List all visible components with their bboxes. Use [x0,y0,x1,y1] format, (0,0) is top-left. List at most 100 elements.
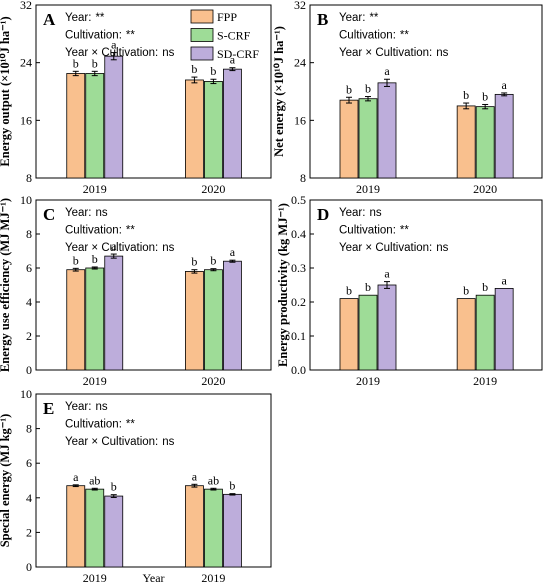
significance-letter: b [346,82,352,96]
plot-frame [35,4,272,179]
significance-letter: b [92,56,98,70]
significance-letter: b [111,480,117,494]
bar-sd-crf-2020 [223,68,242,179]
y-axis-label: Energy use efficiency (MJ MJ⁻¹) [0,198,12,372]
y-tick-label: 6 [26,261,32,275]
stat-value: ** [400,30,409,42]
bar-sd-crf-2019 [223,493,242,568]
significance-letter: b [482,89,488,103]
y-tick-label: 16 [20,113,32,127]
x-tick-label: 2019 [356,374,380,388]
stat-value: ** [369,12,378,24]
stat-label: Year: [339,207,365,219]
x-tick-label: 2020 [201,374,225,388]
legend-swatch-fpp [190,9,214,24]
y-tick-label: 10 [20,193,32,207]
stat-line: Year: ns [65,207,108,219]
bar-s-crf-2019 [358,98,378,179]
plot-frame [35,199,272,371]
legend-label: FPP [217,10,237,24]
x-tick-label: 2019 [83,182,107,196]
stat-label: Year: [65,12,91,24]
y-axis-label: Special energy (MJ kg⁻¹) [0,414,12,548]
stat-value: ** [95,12,104,24]
stat-value: ns [436,242,448,254]
legend-label: S-CRF [217,29,251,43]
plot-frame [35,393,272,568]
stat-line: Year × Cultivation: ns [339,47,449,59]
stat-value: ** [126,225,135,237]
bar-sd-crf-2019 [377,82,397,179]
significance-letter: b [365,280,371,294]
panel-a: 8 16 24 32 Energy output (×10¹⁰J ha⁻¹) A Year:… [0,0,272,196]
significance-letter: a [230,245,236,259]
legend-swatch-sd-crf [190,46,214,61]
legend-swatch-s-crf [190,28,214,42]
stat-value: ** [126,30,135,42]
legend-label: SD-CRF [217,47,259,61]
panel-letter: D [317,205,329,224]
y-tick-label: 8 [26,422,32,436]
y-tick-label: 0.0 [291,363,306,377]
significance-letter: a [384,64,390,78]
significance-letter: b [210,64,216,78]
bar-sd-crf-2019 [494,287,514,371]
stat-label: Year: [339,12,365,24]
bar-fpp-2019 [66,73,86,179]
bar-s-crf-2019 [85,267,105,371]
legend: FPP S-CRF SD-CRF [190,9,259,61]
bar-s-crf-2019 [204,488,223,568]
significance-letter: b [191,62,197,76]
significance-letter: a [230,53,236,67]
y-tick-label: 2 [26,525,32,539]
bar-s-crf-2019 [475,294,495,371]
y-tick-label: 0 [26,363,32,377]
y-tick-label: 0.4 [291,227,306,241]
stat-label: Cultivation: [339,225,396,237]
stat-value: ns [162,242,174,254]
y-tick-label: 16 [294,113,306,127]
bar-sd-crf-2019 [104,255,124,371]
x-axis-label: Year [142,571,164,585]
stat-label: Year × Cultivation: [65,242,158,254]
significance-letter: a [111,239,117,253]
significance-letter: a [501,273,507,287]
significance-letter: ab [208,473,219,487]
significance-letter: b [346,284,352,298]
significance-letter: a [111,38,117,52]
stat-label: Year × Cultivation: [65,436,158,448]
bar-s-crf-2019 [85,73,105,179]
y-tick-label: 0 [26,560,32,574]
stat-label: Cultivation: [339,30,396,42]
panel-letter: E [43,399,54,418]
bar-fpp-2019 [185,485,204,568]
stat-line: Year: ns [339,207,382,219]
significance-letter: b [73,56,79,70]
y-tick-label: 8 [26,171,32,185]
x-tick-label: 2020 [473,182,497,196]
significance-letter: b [482,280,488,294]
bar-sd-crf-2019 [104,495,124,568]
stat-line: Year × Cultivation: ns [65,436,175,448]
y-tick-label: 2 [26,329,32,343]
x-tick-label: 2019 [473,374,497,388]
stat-label: Cultivation: [65,30,122,42]
significance-letter: b [463,88,469,102]
stat-value: ns [95,207,107,219]
bar-fpp-2019 [339,99,359,179]
stat-value: ns [162,47,174,59]
bar-s-crf-2019 [85,488,105,568]
bar-fpp-2019 [456,298,476,371]
stat-line: Year: ns [65,401,108,413]
significance-letter: b [229,479,235,493]
bar-fpp-2020 [185,79,204,179]
plot-frame [309,4,543,179]
stat-value: ** [126,419,135,431]
significance-letter: b [463,284,469,298]
y-tick-label: 32 [20,0,32,12]
panel-e: 0 2 4 6 8 10 Special energy (MJ kg⁻¹) E Year: ns C… [0,387,272,585]
x-tick-label: 2019 [83,571,107,585]
stat-label: Year × Cultivation: [339,242,432,254]
